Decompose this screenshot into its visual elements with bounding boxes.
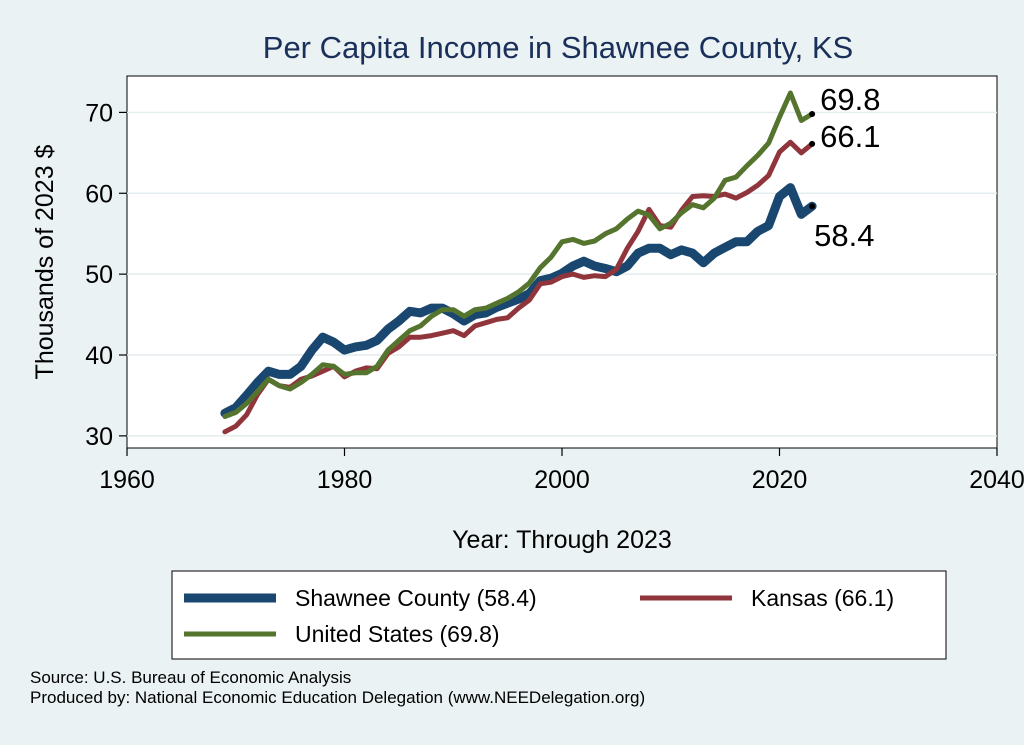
y-tick-label: 40 [85, 342, 113, 370]
x-axis-label: Year: Through 2023 [452, 526, 672, 554]
series-line-0 [220, 183, 817, 418]
x-tick-label: 1980 [317, 466, 373, 494]
end-point-marker [809, 140, 816, 147]
series-lines [220, 90, 817, 435]
legend-label: Kansas (66.1) [751, 585, 894, 611]
x-tick-label: 2000 [534, 466, 590, 494]
plot-area [126, 75, 998, 449]
y-tick-label: 70 [85, 99, 113, 127]
series-line-2 [222, 90, 815, 419]
x-tick-label: 2020 [752, 466, 808, 494]
y-tick-label: 60 [85, 180, 113, 208]
legend-box [171, 570, 947, 660]
x-tick-label: 1960 [99, 466, 155, 494]
footer: Source: U.S. Bureau of Economic Analysis… [30, 668, 645, 708]
end-value-labels: 58.4 66.169.8 [809, 82, 880, 253]
legend: Shawnee County (58.4) Kansas (66.1) United… [171, 570, 947, 660]
producer-note: Produced by: National Economic Education… [30, 688, 646, 707]
chart-title: Per Capita Income in Shawnee County, KS [263, 30, 853, 65]
end-point-marker [809, 111, 816, 118]
end-value-label: 58.4 [814, 218, 874, 253]
y-axis-label: Thousands of 2023 $ [31, 144, 59, 379]
legend-label: Shawnee County (58.4) [295, 585, 537, 611]
legend-label: United States (69.8) [295, 621, 500, 647]
end-point-marker [809, 203, 816, 210]
y-tick-label: 50 [85, 261, 113, 289]
y-tick-label: 30 [85, 423, 113, 451]
axes: 30 40 50 60 70 1960 1980 2000 2020 2040 [85, 99, 1024, 494]
x-tick-label: 2040 [969, 466, 1024, 494]
end-value-label: 69.8 [820, 82, 880, 117]
end-value-label: 66.1 [820, 119, 880, 154]
gridlines [127, 111, 997, 437]
source-note: Source: U.S. Bureau of Economic Analysis [30, 668, 352, 687]
